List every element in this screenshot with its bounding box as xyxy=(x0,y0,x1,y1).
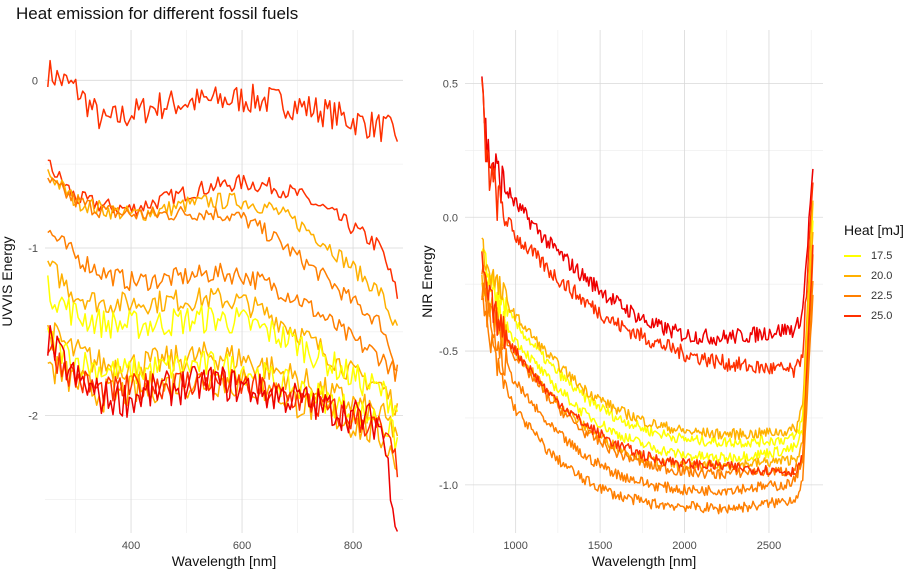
legend-key xyxy=(844,255,861,257)
x-tick-label: 1000 xyxy=(503,540,527,552)
y-tick-label: -2 xyxy=(28,411,38,423)
series-line xyxy=(47,229,399,382)
y-tick-label: 0 xyxy=(32,75,38,87)
x-tick-label: 1500 xyxy=(588,540,612,552)
legend-label: 25.0 xyxy=(871,310,893,322)
x-axis-title: Wavelength [nm] xyxy=(592,553,697,569)
series-line xyxy=(481,280,814,497)
x-tick-label: 400 xyxy=(122,540,140,552)
y-tick-label: 0.5 xyxy=(443,79,458,91)
series-line xyxy=(481,76,814,346)
legend-title: Heat [mJ] xyxy=(844,222,904,238)
legend: Heat [mJ] 17.5 20.0 22.5 25.0 xyxy=(844,222,916,326)
series-line xyxy=(481,220,814,463)
series-line xyxy=(481,294,814,515)
legend-label: 20.0 xyxy=(871,270,893,282)
series-line xyxy=(47,260,399,416)
x-tick-label: 2500 xyxy=(757,540,781,552)
series-line xyxy=(47,159,399,299)
y-tick-label: -0.5 xyxy=(439,346,458,358)
legend-key xyxy=(844,295,861,297)
y-axis-title: NIR Energy xyxy=(419,245,435,317)
series-group xyxy=(47,59,399,532)
series-line xyxy=(47,322,399,438)
legend-label: 17.5 xyxy=(871,250,893,262)
y-tick-label: -1.0 xyxy=(439,480,458,492)
x-tick-label: 800 xyxy=(344,540,362,552)
series-line xyxy=(47,59,399,143)
legend-label: 22.5 xyxy=(871,290,893,302)
legend-item: 17.5 xyxy=(844,246,916,266)
series-line xyxy=(47,177,398,372)
legend-items: 17.5 20.0 22.5 25.0 xyxy=(844,246,916,326)
legend-key xyxy=(844,275,861,277)
y-tick-label: 0.0 xyxy=(443,212,458,224)
series-line xyxy=(47,169,399,326)
series-line xyxy=(481,244,814,478)
series-line xyxy=(481,79,814,378)
y-axis-title: UVVIS Energy xyxy=(0,236,15,326)
series-line xyxy=(47,275,399,417)
chart-title: Heat emission for different fossil fuels xyxy=(16,4,299,23)
legend-key xyxy=(844,315,861,317)
series-line xyxy=(47,324,399,532)
series-line xyxy=(481,200,814,440)
uvvis-panel: 400 600 800 0 -1 -2 Wavelength [nm] UVVIS Energ… xyxy=(0,30,403,569)
x-axis-title: Wavelength [nm] xyxy=(172,553,277,569)
y-tick-label: -1 xyxy=(28,243,38,255)
series-line xyxy=(47,327,399,451)
series-line xyxy=(481,231,814,473)
x-tick-label: 600 xyxy=(233,540,251,552)
nir-panel: 1000 1500 2000 2500 0.5 0.0 -0.5 -1.0 Wavelength… xyxy=(419,30,823,569)
series-group xyxy=(481,76,814,515)
legend-item: 25.0 xyxy=(844,306,916,326)
legend-item: 20.0 xyxy=(844,266,916,286)
legend-item: 22.5 xyxy=(844,286,916,306)
x-tick-label: 2000 xyxy=(672,540,696,552)
